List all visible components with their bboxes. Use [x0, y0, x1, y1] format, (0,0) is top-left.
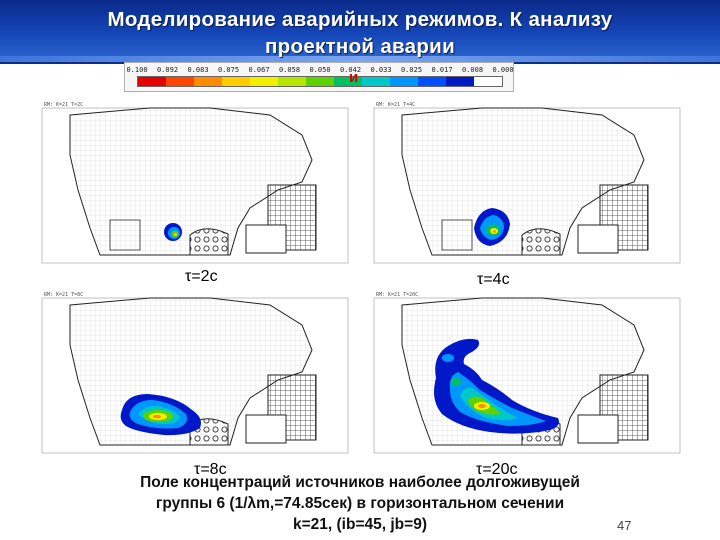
concentration-map-t20: RM: K=21 T=20C — [373, 292, 681, 454]
slide-title-line-2: проектной аварии — [265, 35, 455, 58]
color-scale-swatch — [250, 77, 278, 86]
color-scale-swatch — [194, 77, 222, 86]
panel-caption-t20: τ=20с — [476, 461, 518, 478]
panel-caption-t2: τ=2с — [185, 268, 218, 285]
concentration-panel-t4: RM: K=21 T=4C — [372, 100, 682, 265]
color-scale-labels: 0.100 0.092 0.083 0.075 0.067 0.058 0.050 0.042… — [125, 66, 513, 76]
panel-header: RM: K=21 T=4C — [376, 102, 415, 108]
color-scale-label: 0.033 — [370, 66, 392, 74]
panel-header: RM: K=21 T=2C — [44, 102, 83, 108]
concentration-map-t4: RM: K=21 T=4C — [373, 102, 681, 264]
color-scale-swatch — [306, 77, 334, 86]
concentration-panel-t2: RM: K=21 T=2C — [40, 100, 350, 265]
color-scale-swatch — [166, 77, 194, 86]
title-band-stripe — [0, 56, 720, 62]
color-scale-swatch — [474, 77, 502, 86]
color-scale-label: 0.092 — [156, 66, 179, 74]
slide-title-line-1: Моделирование аварийных режимов. К анали… — [107, 8, 613, 31]
color-scale-label: 0.050 — [309, 66, 331, 74]
color-scale-swatch — [446, 77, 474, 86]
color-scale-label: 0.008 — [461, 66, 484, 74]
concentration-panel-t8: RM: K=21 T=8C — [40, 290, 350, 455]
color-scale-label: 0.067 — [248, 66, 270, 74]
color-scale-label: 0.083 — [187, 66, 209, 74]
color-scale-swatches — [137, 76, 503, 87]
color-scale-marker: и — [349, 69, 359, 86]
figure-caption-line-3: k=21, (ib=45, jb=9) — [293, 516, 427, 533]
panel-caption-t8: τ=8с — [194, 461, 227, 478]
color-scale-label: 0.075 — [217, 66, 240, 74]
color-scale-label: 0.000 — [492, 66, 514, 74]
color-scale-label: 0.017 — [431, 66, 453, 74]
color-scale-label: 0.042 — [339, 66, 362, 74]
figure-caption: Поле концентраций источников наиболее до… — [60, 472, 660, 535]
color-scale-label: 0.100 — [126, 66, 148, 74]
color-scale-swatch — [362, 77, 390, 86]
figure-caption-line-1: Поле концентраций источников наиболее до… — [140, 474, 580, 491]
color-scale: 0.100 0.092 0.083 0.075 0.067 0.058 0.050 0.042… — [124, 62, 514, 92]
color-scale-swatch — [222, 77, 250, 86]
color-scale-swatch — [418, 77, 446, 86]
panel-caption-t4: τ=4с — [477, 271, 510, 288]
color-scale-label: 0.025 — [400, 66, 423, 74]
concentration-map-t8: RM: K=21 T=8C — [41, 292, 349, 454]
concentration-panel-t20: RM: K=21 T=20C — [372, 290, 682, 455]
concentration-map-t2: RM: K=21 T=2C — [41, 102, 349, 264]
color-scale-label: 0.058 — [278, 66, 301, 74]
slide-title: Моделирование аварийных режимов. К анали… — [70, 6, 650, 60]
color-scale-swatch — [334, 77, 362, 86]
panel-header: RM: K=21 T=20C — [376, 292, 418, 298]
color-scale-swatch — [278, 77, 306, 86]
figure-caption-line-2: группы 6 (1/λm,=74.85сек) в горизонтальн… — [155, 495, 565, 512]
panel-header: RM: K=21 T=8C — [44, 292, 83, 298]
color-scale-swatch — [138, 77, 166, 86]
page-number: 47 — [617, 518, 632, 533]
color-scale-swatch — [390, 77, 418, 86]
